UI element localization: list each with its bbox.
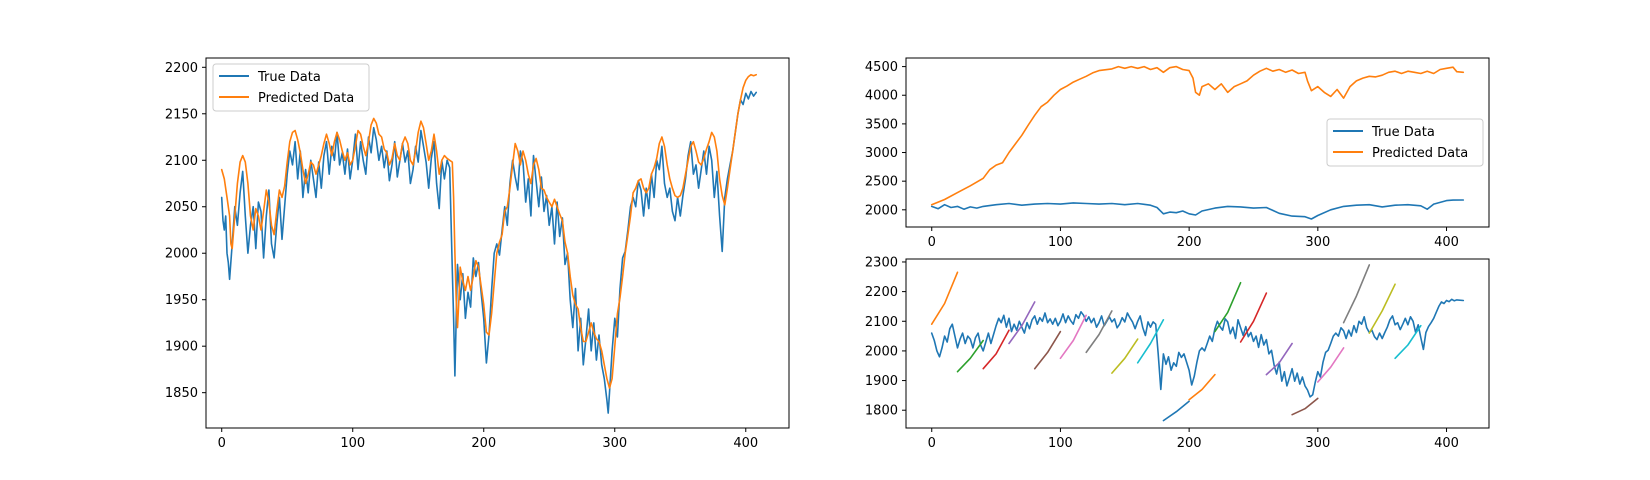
right-bottom-prediction-segment-7 <box>1111 338 1139 374</box>
right-bottom-ticks: 0 100 200 300 400 1800 1900 2000 2100 2200 2300 <box>865 255 1459 451</box>
right-bottom-axes-frame <box>905 258 1490 429</box>
right-bottom-prediction-segment-14 <box>1291 397 1319 416</box>
right-bottom-prediction-segment-4 <box>1033 330 1062 370</box>
right-bottom-ytick-label: 2300 <box>865 255 898 270</box>
right-bottom-prediction-segment-6 <box>1085 310 1113 354</box>
right-top-legend-label-pred: Predicted Data <box>1372 146 1468 161</box>
left-series-true-line <box>220 90 757 414</box>
right-bottom-prediction-segment-1 <box>956 339 984 373</box>
right-top-ytick-label: 4500 <box>865 60 898 75</box>
right-top-legend-label-true: True Data <box>1371 125 1435 140</box>
right-bottom-prediction-segment-11 <box>1214 281 1242 333</box>
right-top-ytick-label: 3000 <box>865 146 898 161</box>
right-top-legend-box <box>1326 118 1484 167</box>
right-bottom-prediction-segment-10 <box>1188 373 1216 401</box>
left-series-predicted-line <box>220 73 757 389</box>
right-bottom-prediction-segment-13 <box>1265 342 1293 376</box>
right-bottom-xtick-label: 0 <box>928 436 936 451</box>
right-bottom-ytick-label: 2100 <box>865 315 898 330</box>
left-legend-label-pred: Predicted Data <box>258 91 354 106</box>
left-legend-label-true: True Data <box>257 70 321 85</box>
right-top-xtick-label: 100 <box>1048 235 1073 250</box>
left-ytick-label: 1850 <box>165 386 198 401</box>
left-ytick-label: 1950 <box>165 293 198 308</box>
left-xtick-label: 400 <box>733 436 758 451</box>
right-bottom-xtick-label: 100 <box>1048 436 1073 451</box>
left-ytick-label: 2150 <box>165 107 198 122</box>
right-bottom-prediction-segment-3 <box>1008 301 1036 345</box>
right-bottom-prediction-segment-17 <box>1368 283 1396 334</box>
right-bottom-prediction-segment-5 <box>1059 314 1087 360</box>
right-top-ytick-label: 2500 <box>865 175 898 190</box>
right-bottom-prediction-segment-12 <box>1239 292 1268 343</box>
left-axes-frame <box>205 57 790 429</box>
right-bottom-ytick-label: 1900 <box>865 374 898 389</box>
right-top-ytick-label: 2000 <box>865 203 898 218</box>
left-ytick-label: 2100 <box>165 154 198 169</box>
right-top-axes-frame <box>905 57 1490 228</box>
right-bottom-xtick-label: 400 <box>1434 436 1459 451</box>
right-bottom-xtick-label: 300 <box>1305 436 1330 451</box>
chart-left: 0 100 200 300 400 1850 1900 1950 2000 2050 2100 215… <box>165 57 790 451</box>
right-top-xtick-label: 400 <box>1434 235 1459 250</box>
right-top-legend: True Data Predicted Data <box>1326 118 1484 167</box>
left-xtick-label: 100 <box>340 436 365 451</box>
left-xtick-label: 300 <box>602 436 627 451</box>
chart-right-top: 0 100 200 300 400 2000 2500 3000 3500 4000 4500 Tr… <box>865 57 1490 250</box>
left-xtick-label: 0 <box>218 436 226 451</box>
right-top-xtick-label: 0 <box>928 235 936 250</box>
right-bottom-prediction-segment-8 <box>1136 319 1165 364</box>
left-ytick-label: 1900 <box>165 340 198 355</box>
left-ytick-label: 2200 <box>165 61 198 76</box>
right-bottom-prediction-segment-15 <box>1317 347 1345 383</box>
right-bottom-ytick-label: 1800 <box>865 404 898 419</box>
left-legend-box <box>212 63 370 112</box>
left-xtick-label: 200 <box>471 436 496 451</box>
right-bottom-prediction-segment-16 <box>1342 264 1371 324</box>
left-ticks: 0 100 200 300 400 1850 1900 1950 2000 2050 2100 215… <box>165 61 758 451</box>
right-top-ytick-label: 4000 <box>865 89 898 104</box>
right-top-plot-area <box>930 65 1465 220</box>
right-bottom-prediction-segment-0 <box>930 271 959 325</box>
right-top-xtick-label: 300 <box>1305 235 1330 250</box>
left-ytick-label: 2050 <box>165 200 198 215</box>
right-bottom-prediction-segment-18 <box>1394 324 1422 360</box>
right-top-ytick-label: 3500 <box>865 117 898 132</box>
right-bottom-ytick-label: 2200 <box>865 285 898 300</box>
left-ytick-label: 2000 <box>165 247 198 262</box>
right-bottom-prediction-segment-9 <box>1162 400 1190 422</box>
right-top-series-true-line <box>930 199 1465 220</box>
right-bottom-xtick-label: 200 <box>1177 436 1202 451</box>
right-bottom-plot-area <box>930 264 1465 422</box>
left-plot-area <box>220 73 757 414</box>
left-legend: True Data Predicted Data <box>212 63 370 112</box>
chart-right-bottom: 0 100 200 300 400 1800 1900 2000 2100 2200 2300 <box>865 255 1490 451</box>
right-bottom-prediction-segment-2 <box>982 329 1010 370</box>
right-top-series-predicted-line <box>930 65 1465 206</box>
right-top-ticks: 0 100 200 300 400 2000 2500 3000 3500 4000 4500 <box>865 60 1459 250</box>
right-top-xtick-label: 200 <box>1177 235 1202 250</box>
right-bottom-ytick-label: 2000 <box>865 344 898 359</box>
